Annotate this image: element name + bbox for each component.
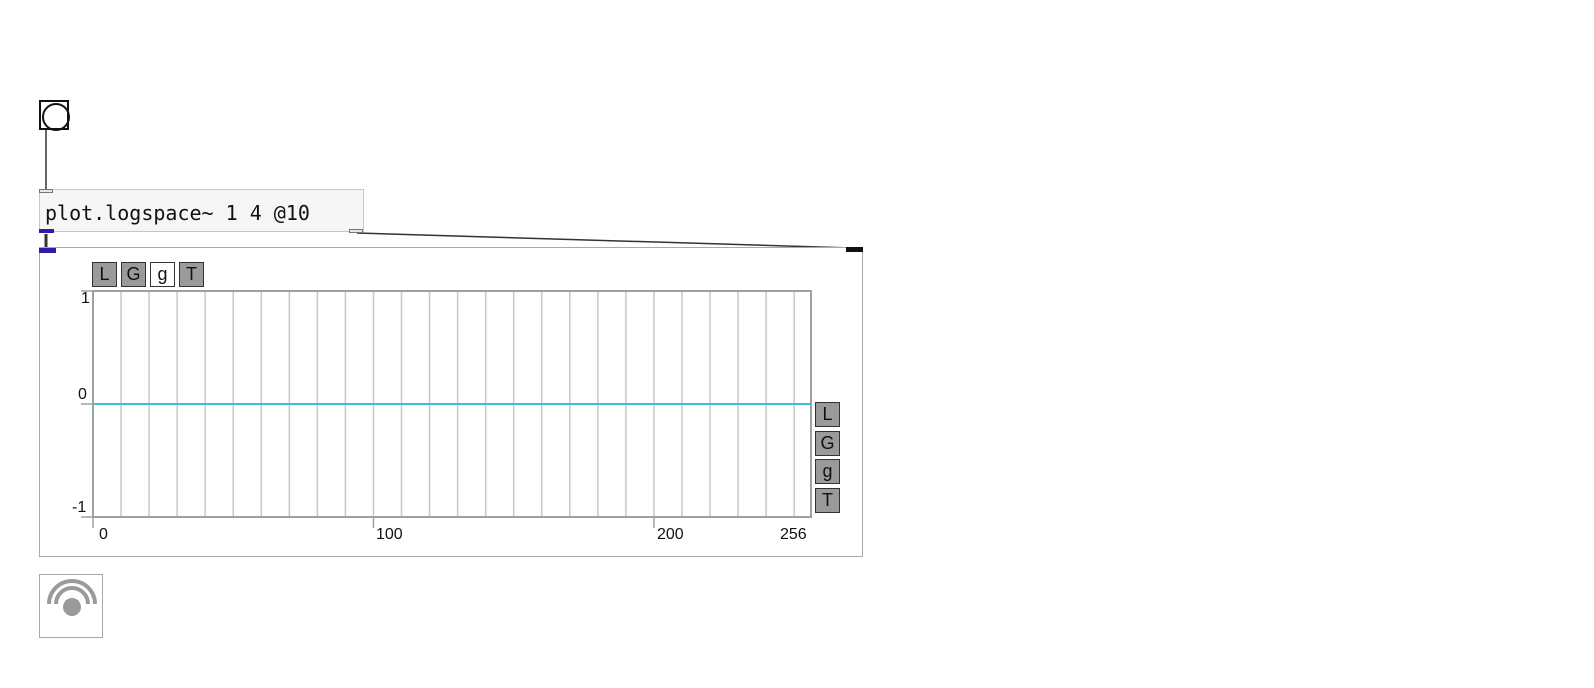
x-tick-label-100: 100 [376, 526, 403, 543]
patch-cord-object-to-plot [356, 232, 853, 249]
side-button-log[interactable]: L [815, 402, 840, 427]
y-tick-label-neg1: -1 [72, 499, 87, 516]
bang-button[interactable] [39, 100, 70, 131]
y-tick-label-0: 0 [78, 386, 87, 403]
plot-control-inlet[interactable] [846, 247, 863, 252]
speaker-icon [47, 579, 97, 616]
top-button-log[interactable]: L [92, 262, 117, 287]
chart-ticks [81, 290, 655, 528]
side-button-ticks[interactable]: T [815, 488, 840, 513]
x-tick-label-0: 0 [99, 526, 108, 543]
top-button-subgrid[interactable]: g [150, 262, 175, 287]
object-box[interactable]: plot.logspace~ 1 4 @10 [39, 189, 364, 232]
x-tick-label-200: 200 [657, 526, 684, 543]
plot-display[interactable] [39, 247, 863, 557]
side-button-subgrid[interactable]: g [815, 459, 840, 484]
top-button-grid[interactable]: G [121, 262, 146, 287]
y-tick-label-1: 1 [81, 290, 90, 307]
dac-speaker[interactable] [39, 574, 103, 638]
object-outlet-right[interactable] [349, 229, 363, 233]
object-signal-outlet[interactable] [39, 229, 54, 233]
x-tick-label-256: 256 [780, 526, 807, 543]
object-text: plot.logspace~ 1 4 @10 [45, 201, 310, 225]
side-button-grid[interactable]: G [815, 431, 840, 456]
bang-circle-icon [42, 103, 70, 131]
plot-signal-inlet[interactable] [39, 248, 56, 253]
top-button-ticks[interactable]: T [179, 262, 204, 287]
object-inlet[interactable] [39, 189, 53, 193]
